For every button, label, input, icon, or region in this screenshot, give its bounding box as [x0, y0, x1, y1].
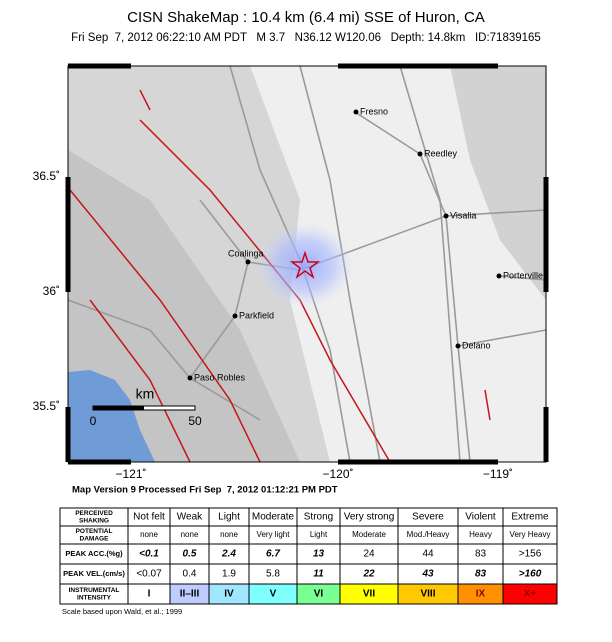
ocean	[68, 370, 155, 462]
frame-ticks	[65, 63, 549, 465]
row-header: POTENTIAL	[76, 528, 113, 535]
row-header: PERCEIVED	[75, 510, 113, 517]
lat-label: 36.5˚	[33, 169, 60, 183]
city-marker	[417, 151, 423, 157]
cell-text: 83	[475, 569, 487, 580]
row-header: SHAKING	[79, 517, 109, 524]
lat-label: 36˚	[43, 284, 60, 298]
subtitle: Fri Sep 7, 2012 06:22:10 AM PDT M 3.7 N3…	[71, 32, 541, 44]
map: Fresno Reedley Visalia Coalinga Porterville P…	[33, 63, 549, 481]
lon-label: −119˚	[483, 467, 513, 481]
city-label: Fresno	[360, 106, 388, 116]
lon-label: −120˚	[322, 467, 353, 481]
city-marker	[353, 109, 359, 115]
cell-text: Light	[310, 530, 328, 539]
cell-text: Heavy	[469, 530, 492, 539]
city-label: Visalia	[450, 210, 476, 220]
cell-text: Very light	[257, 530, 291, 539]
epicenter	[289, 250, 321, 280]
cell-text: none	[181, 530, 199, 539]
city-marker	[496, 273, 502, 279]
scale-bar	[92, 405, 196, 411]
cell-text: <0.07	[136, 569, 162, 580]
cell-text: Very Heavy	[510, 530, 551, 539]
cell-text: Not felt	[133, 512, 165, 523]
intensity-label: IV	[224, 589, 234, 600]
scale-label: 0	[90, 414, 97, 428]
cell	[502, 583, 558, 605]
cell-text: 43	[421, 569, 434, 580]
city-label: Coalinga	[228, 248, 264, 258]
cell-text: <0.1	[139, 549, 159, 560]
cell-text: Severe	[412, 512, 444, 523]
cell-text: 11	[313, 569, 324, 580]
city-label: Parkfield	[239, 310, 274, 320]
cell-text: 1.9	[222, 569, 236, 580]
cell-text: Light	[218, 512, 240, 523]
row-header: PEAK VEL.(cm/s)	[63, 569, 125, 578]
cell-text: Extreme	[511, 512, 549, 523]
cell-text: 22	[362, 569, 375, 580]
cell-text: 6.7	[266, 549, 280, 560]
cell-text: 44	[422, 549, 434, 560]
cell-text: Violent	[465, 512, 496, 523]
row-header: INTENSITY	[77, 594, 112, 601]
intensity-label: IX	[476, 589, 486, 600]
city-label: Delano	[462, 340, 491, 350]
cell-text: none	[140, 530, 158, 539]
city-marker	[232, 313, 238, 319]
scale-label: 50	[188, 414, 202, 428]
lat-label: 35.5˚	[33, 399, 60, 413]
city-marker	[455, 343, 461, 349]
cell-text: Mod./Heavy	[407, 530, 450, 539]
cell-text: >156	[519, 549, 542, 560]
intensity-label: I	[148, 589, 151, 600]
intensity-label: VIII	[420, 589, 435, 600]
cell-text: none	[220, 530, 238, 539]
intensity-label: VI	[314, 589, 324, 600]
city-label: Reedley	[424, 148, 458, 158]
cell-text: 0.5	[183, 549, 197, 560]
cell-text: 5.8	[266, 569, 280, 580]
sierra-foothills	[450, 66, 546, 300]
intensity-label: II–III	[180, 589, 200, 600]
cell-text: Weak	[177, 512, 203, 523]
cell-text: >160	[519, 569, 542, 580]
city-marker	[443, 213, 449, 219]
cell-text: Strong	[304, 512, 333, 523]
map-version: Map Version 9 Processed Fri Sep 7, 2012 …	[72, 485, 338, 496]
row-header: PEAK ACC.(%g)	[65, 549, 123, 558]
cell-text: Moderate	[252, 512, 295, 523]
footnote: Scale based upon Wald, et al.; 1999	[62, 607, 182, 616]
cell-text: 24	[363, 549, 375, 560]
row-header: INSTRUMENTAL	[69, 587, 120, 594]
row-header: DAMAGE	[80, 535, 110, 542]
title: CISN ShakeMap : 10.4 km (6.4 mi) SSE of …	[127, 9, 485, 26]
cell-text: 2.4	[221, 549, 236, 560]
cell-text: Moderate	[352, 530, 386, 539]
intensity-label: X+	[524, 589, 537, 600]
city-label: Porterville	[503, 270, 543, 280]
shaking-intensity	[257, 223, 353, 307]
intensity-label: V	[270, 589, 277, 600]
city-label: Paso Robles	[194, 372, 246, 382]
cell-text: Very strong	[344, 512, 395, 523]
city-marker	[245, 259, 251, 265]
city-marker	[187, 375, 193, 381]
cell-text: 83	[475, 549, 487, 560]
scale-unit: km	[136, 386, 155, 402]
mountains-dark	[68, 150, 300, 462]
lon-label: −121˚	[115, 467, 146, 481]
cell-text: 0.4	[183, 569, 197, 580]
cell-text: 13	[313, 549, 325, 560]
intensity-label: VII	[363, 589, 375, 600]
